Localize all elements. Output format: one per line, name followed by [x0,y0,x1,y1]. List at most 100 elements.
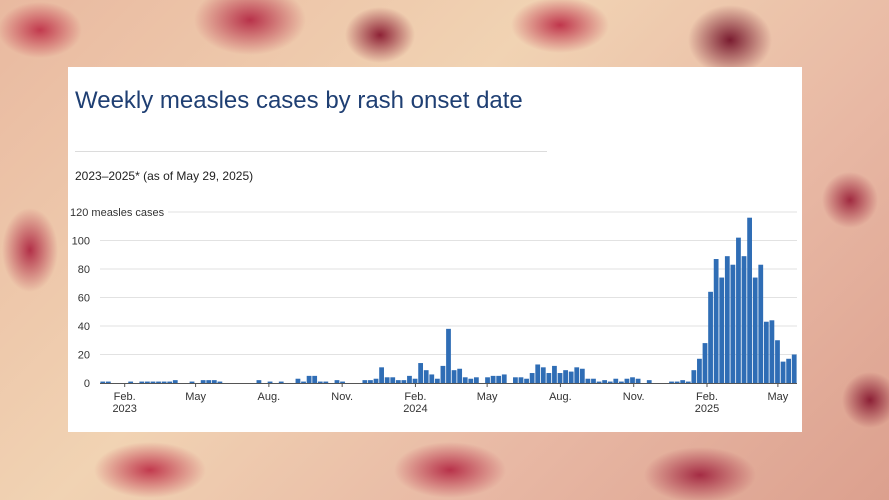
bar [301,381,306,383]
bar [702,343,708,383]
chart-card: Weekly measles cases by rash onset date … [68,67,802,432]
bar [513,377,518,383]
bar [423,370,429,383]
bar [524,378,529,383]
bar [552,365,557,383]
bar [451,370,457,383]
bar [719,277,725,383]
bar [395,380,401,383]
bar [529,373,535,383]
bar [295,378,301,383]
bar [189,381,195,383]
bar [256,380,262,383]
bar [379,367,384,383]
bar [674,381,680,383]
bar [613,378,619,383]
bar [440,365,446,383]
bar [172,380,178,383]
bar [791,354,797,383]
bar [145,381,150,383]
bar [568,371,574,383]
bar [752,277,758,383]
chart-subtitle: 2023–2025* (as of May 29, 2025) [75,169,254,183]
bar [462,377,468,383]
bar [156,381,161,383]
bar [769,320,775,383]
bar [624,378,630,383]
bar [323,381,329,383]
bar [306,375,312,383]
bar [418,363,424,383]
bar [100,381,106,383]
y-tick-label: 40 [78,321,90,333]
bar [763,321,769,383]
bar [697,358,702,383]
bar [412,378,418,383]
bar [139,381,145,383]
bar [596,381,602,383]
bar [267,381,273,383]
bar [786,358,792,383]
y-tick-label: 120 measles cases [70,207,165,219]
bar [758,264,764,383]
bar [708,291,713,383]
bar [211,380,217,383]
x-tick-label: Feb. [696,391,718,403]
bar [312,375,318,383]
bar [680,380,686,383]
bar [563,370,568,383]
bar [669,381,674,383]
bar [105,381,111,383]
y-tick-label: 100 [72,236,90,248]
bar [468,378,474,383]
y-tick-label: 20 [78,350,90,362]
bar [485,377,490,383]
y-tick-label: 0 [84,378,90,390]
x-tick-label: May [477,391,498,403]
bar [607,381,613,383]
bar [685,381,691,383]
bar [128,381,134,383]
bar [546,373,552,383]
bar [206,380,212,383]
bar [473,377,479,383]
bar [730,264,736,383]
bar [518,377,524,383]
y-tick-label: 80 [78,264,90,276]
x-tick-year-label: 2025 [695,403,719,415]
bar [407,375,412,383]
x-tick-label: Feb. [114,391,136,403]
bar [368,380,373,383]
bar [691,370,697,383]
x-tick-label: Nov. [331,391,353,403]
bar [384,377,390,383]
x-tick-label: Nov. [623,391,645,403]
bar [579,368,585,383]
bar [557,373,563,383]
bar [747,217,752,383]
bar [340,381,345,383]
bar [535,364,541,383]
bar [780,361,786,383]
bar [167,381,173,383]
bar [401,380,407,383]
bar [741,256,747,383]
x-tick-label: Feb. [404,391,426,403]
bar [630,377,635,383]
bar [150,381,156,383]
bar [618,381,624,383]
bar [373,378,379,383]
bar [724,256,730,383]
bar [713,259,719,383]
bar [161,381,167,383]
bar [496,375,502,383]
bar [278,381,284,383]
bar [429,374,435,383]
bar [602,380,608,383]
x-tick-year-label: 2023 [112,403,136,415]
x-tick-year-label: 2024 [403,403,427,415]
bar [446,328,451,383]
bar [457,368,463,383]
x-tick-label: May [767,391,788,403]
